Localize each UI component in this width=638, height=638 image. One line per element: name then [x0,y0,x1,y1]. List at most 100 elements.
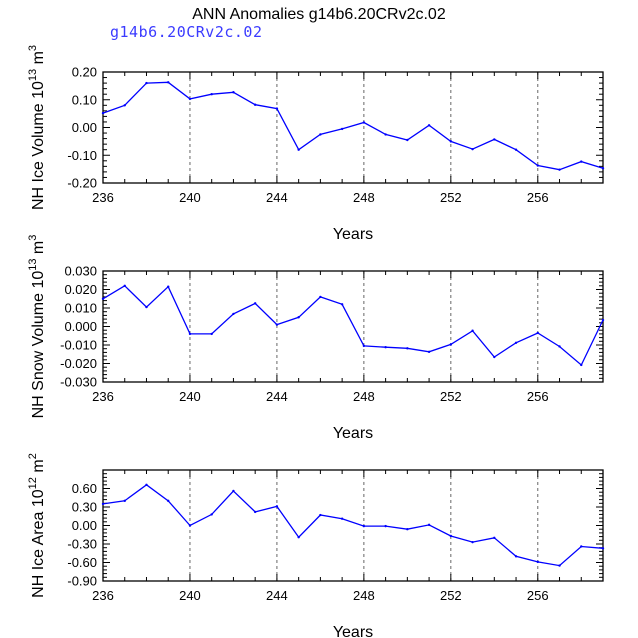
data-point [210,332,213,336]
data-point [340,127,344,131]
data-point [253,103,257,106]
data-point [275,323,279,326]
data-point [297,148,300,151]
chart-panel-2: 236 240 244 248 252 256 0.030 0.020 0.010 0.000 -0… [27,235,605,442]
y-tick-label: 0.00 [72,518,97,533]
data-point [558,345,561,348]
data-point [601,547,605,550]
x-tick-label: 240 [179,190,201,205]
data-point [601,318,605,322]
y-tick-label: -0.10 [67,148,97,163]
y-axis-label: NH Ice Area 1012 m2 [27,453,47,598]
x-tick-label: 256 [527,190,549,205]
data-point [253,302,257,305]
plot-frame [102,469,604,582]
y-tick-label: 0.030 [64,264,97,279]
x-tick-label: 248 [353,588,375,603]
data-point [232,91,235,94]
x-axis-label: Years [333,226,373,243]
x-tick-label: 252 [440,588,462,603]
x-tick-label: 236 [92,588,114,603]
chart-panel-3: 236 240 244 248 252 256 0.60 0.30 0.00 -0.30 -0.60… [27,453,605,638]
data-point [275,107,279,110]
y-tick-label: 0.20 [72,65,97,80]
y-tick-label: -0.020 [60,356,97,371]
x-tick-label: 236 [92,190,114,205]
data-point [145,305,148,309]
data-point [123,104,126,107]
data-point [297,536,300,539]
y-tick-label: -0.20 [67,176,97,191]
data-point [449,140,453,143]
data-point [167,499,170,503]
data-point [362,524,366,528]
x-tick-label: 244 [266,389,288,404]
data-point [493,355,496,359]
x-tick-label: 252 [440,389,462,404]
data-point [493,138,496,141]
x-tick-label: 244 [266,588,288,603]
series-line [102,81,604,171]
data-point [210,513,213,516]
data-point [536,560,539,564]
data-point [188,332,192,336]
data-point [362,121,366,124]
data-point [427,124,431,127]
data-point [123,499,126,503]
data-point [101,297,105,300]
data-point [514,555,518,558]
data-point [384,133,387,136]
y-axis-label: NH Ice Volume 1013 m3 [27,45,47,210]
data-point [601,167,605,170]
data-point [536,164,539,167]
y-tick-label: 0.10 [72,92,97,107]
data-point [514,341,518,344]
series-line [102,483,604,567]
x-tick-label: 236 [92,389,114,404]
x-tick-label: 248 [353,190,375,205]
data-point [471,329,474,332]
data-point [406,347,409,350]
data-point [210,93,213,96]
y-tick-label: -0.90 [67,574,97,589]
data-point [362,344,366,348]
x-tick-label: 240 [179,588,201,603]
data-point [558,168,561,171]
data-point [188,97,192,101]
data-point [449,343,453,346]
figure-subtitle: g14b6.20CRv2c.02 [110,23,263,41]
x-tick-label: 256 [527,588,549,603]
y-tick-label: -0.30 [67,537,97,552]
data-point [580,363,583,367]
data-point [471,147,474,151]
series-line [102,284,604,367]
x-tick-label: 248 [353,389,375,404]
plot-frame [102,71,604,184]
data-point [145,81,148,85]
y-tick-label: 0.00 [72,120,97,135]
y-tick-label: -0.60 [67,555,97,570]
data-point [471,540,474,544]
data-point [167,81,170,84]
data-point [232,312,235,316]
x-axis-label: Years [333,425,373,442]
data-point [449,534,453,538]
data-point [580,545,583,548]
x-tick-label: 256 [527,389,549,404]
data-point [427,350,431,354]
data-point [340,303,344,306]
y-tick-label: 0.000 [64,319,97,334]
data-point [297,316,300,319]
data-point [536,331,539,335]
data-point [101,502,105,506]
data-point [188,524,192,527]
x-tick-label: 244 [266,190,288,205]
data-point [319,295,322,299]
data-point [253,510,257,514]
data-point [145,483,148,486]
y-tick-label: -0.030 [60,375,97,390]
x-tick-label: 252 [440,190,462,205]
data-point [427,523,431,527]
